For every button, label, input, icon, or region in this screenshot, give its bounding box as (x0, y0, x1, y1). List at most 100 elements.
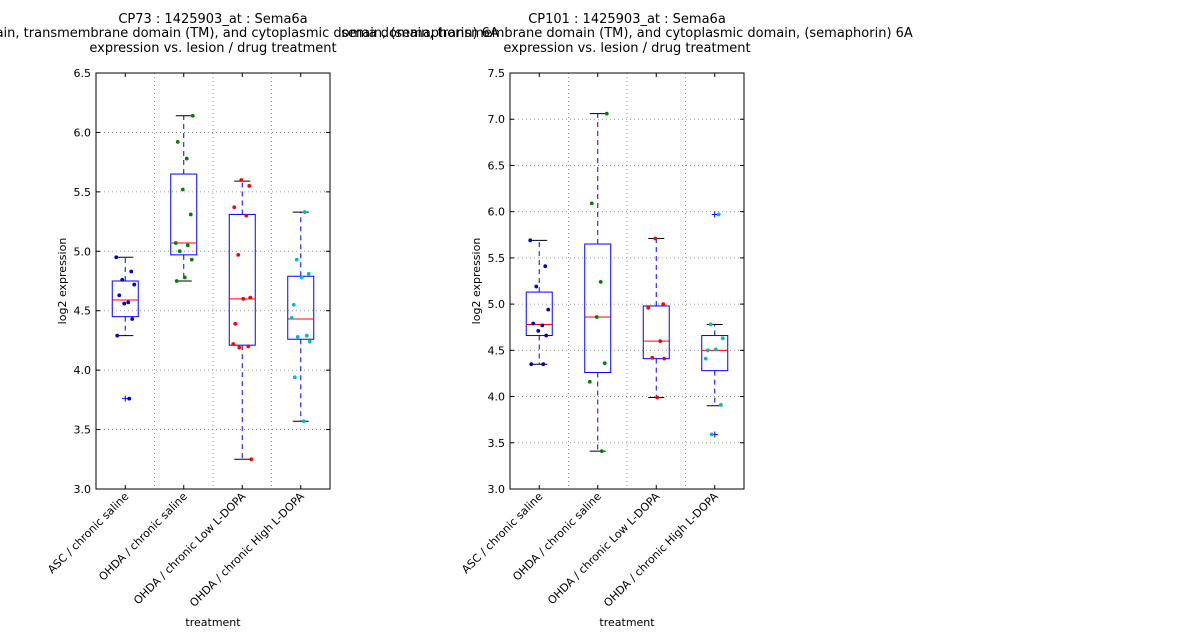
box-iqr (111, 280, 139, 318)
data-point (233, 321, 238, 326)
box-iqr (170, 173, 198, 256)
data-point (237, 345, 242, 350)
box-group-3 (228, 178, 256, 462)
data-point (291, 302, 296, 307)
box-group-2 (584, 111, 612, 453)
box-group-2 (170, 113, 198, 283)
data-point (598, 280, 603, 284)
y-tick-label: 4.5 (74, 305, 92, 318)
y-axis-label: log2 expression (470, 238, 483, 325)
chart-title-line-3: expression vs. lesion / drug treatment (503, 41, 750, 56)
y-tick-label: 6.5 (488, 159, 506, 172)
data-point (529, 362, 534, 367)
data-point (244, 213, 249, 218)
data-point (249, 457, 254, 462)
data-point (713, 347, 718, 352)
data-point (604, 111, 609, 116)
x-axis-label: treatment (599, 616, 655, 629)
box-group-1 (525, 238, 553, 367)
data-point (703, 356, 708, 361)
box-iqr (584, 243, 612, 374)
y-tick-label: 7.5 (488, 67, 506, 80)
data-point (720, 336, 725, 341)
data-point (301, 419, 306, 424)
data-point (306, 271, 311, 276)
data-point (534, 284, 539, 289)
data-point (126, 300, 131, 305)
data-point (295, 334, 300, 339)
data-point (132, 282, 137, 287)
box-iqr (642, 305, 670, 360)
data-point (705, 348, 710, 353)
y-tick-label: 5.0 (488, 298, 506, 311)
data-point (246, 344, 251, 349)
data-point (289, 315, 294, 320)
data-point (543, 264, 548, 269)
data-point (185, 243, 190, 248)
data-point (127, 396, 132, 401)
y-tick-label: 3.0 (488, 483, 506, 496)
data-point (716, 212, 721, 217)
x-tick-label: OHDA / chronic Low L-DOPA (545, 490, 662, 607)
data-point (658, 339, 663, 343)
data-point (546, 307, 551, 312)
x-tick-label: OHDA / chronic Low L-DOPA (131, 490, 248, 607)
chart-title-line-1: CP101 : 1425903_at : Sema6a (528, 12, 726, 27)
outlier-marker (122, 395, 129, 402)
data-point (661, 302, 666, 307)
data-point (528, 238, 533, 243)
data-point (589, 201, 594, 206)
data-point (304, 333, 309, 338)
data-point (129, 269, 134, 274)
data-point (115, 333, 120, 338)
data-point (599, 449, 604, 453)
box-iqr (701, 335, 729, 372)
data-point (294, 257, 299, 262)
y-axis-label: log2 expression (56, 238, 69, 325)
data-point (536, 329, 541, 333)
data-point (587, 379, 592, 384)
data-point (177, 249, 182, 254)
box-group-1 (111, 255, 139, 402)
data-point (646, 305, 651, 310)
y-tick-label: 5.5 (488, 252, 506, 265)
data-point (122, 301, 127, 306)
y-tick-label: 4.0 (74, 364, 92, 377)
x-tick-label: OHDA / chronic High L-DOPA (187, 490, 307, 610)
data-point (189, 257, 194, 262)
y-tick-label: 3.5 (74, 424, 92, 437)
outlier-marker (711, 211, 718, 218)
data-point (236, 252, 241, 257)
y-tick-label: 5.0 (74, 245, 92, 258)
plot-frame (95, 72, 331, 490)
data-point (175, 140, 180, 144)
y-tick-label: 5.5 (74, 186, 92, 199)
data-point (231, 342, 236, 346)
data-point (120, 277, 125, 282)
chart-title-line-2: sema domain, transmembrane domain (TM), … (341, 26, 913, 41)
data-point (248, 295, 253, 300)
data-point (182, 275, 187, 280)
x-tick-label: OHDA / chronic High L-DOPA (601, 490, 721, 610)
y-tick-label: 6.0 (488, 206, 506, 219)
data-point (594, 315, 599, 319)
data-point (709, 432, 714, 437)
data-point (117, 293, 122, 298)
data-point (173, 241, 178, 245)
data-point (540, 323, 545, 328)
chart-title-line-1: CP73 : 1425903_at : Sema6a (118, 12, 307, 27)
y-tick-label: 4.5 (488, 344, 506, 357)
data-point (662, 356, 667, 361)
y-tick-label: 6.5 (74, 67, 92, 80)
chart-title-line-3: expression vs. lesion / drug treatment (89, 41, 336, 56)
data-point (708, 322, 713, 327)
data-point (718, 402, 723, 407)
data-point (544, 333, 549, 338)
data-point (531, 321, 536, 326)
box-iqr (287, 275, 315, 340)
box-group-4 (701, 211, 729, 438)
plot-frame (509, 72, 745, 490)
data-point (188, 212, 193, 217)
y-tick-label: 6.0 (74, 126, 92, 139)
